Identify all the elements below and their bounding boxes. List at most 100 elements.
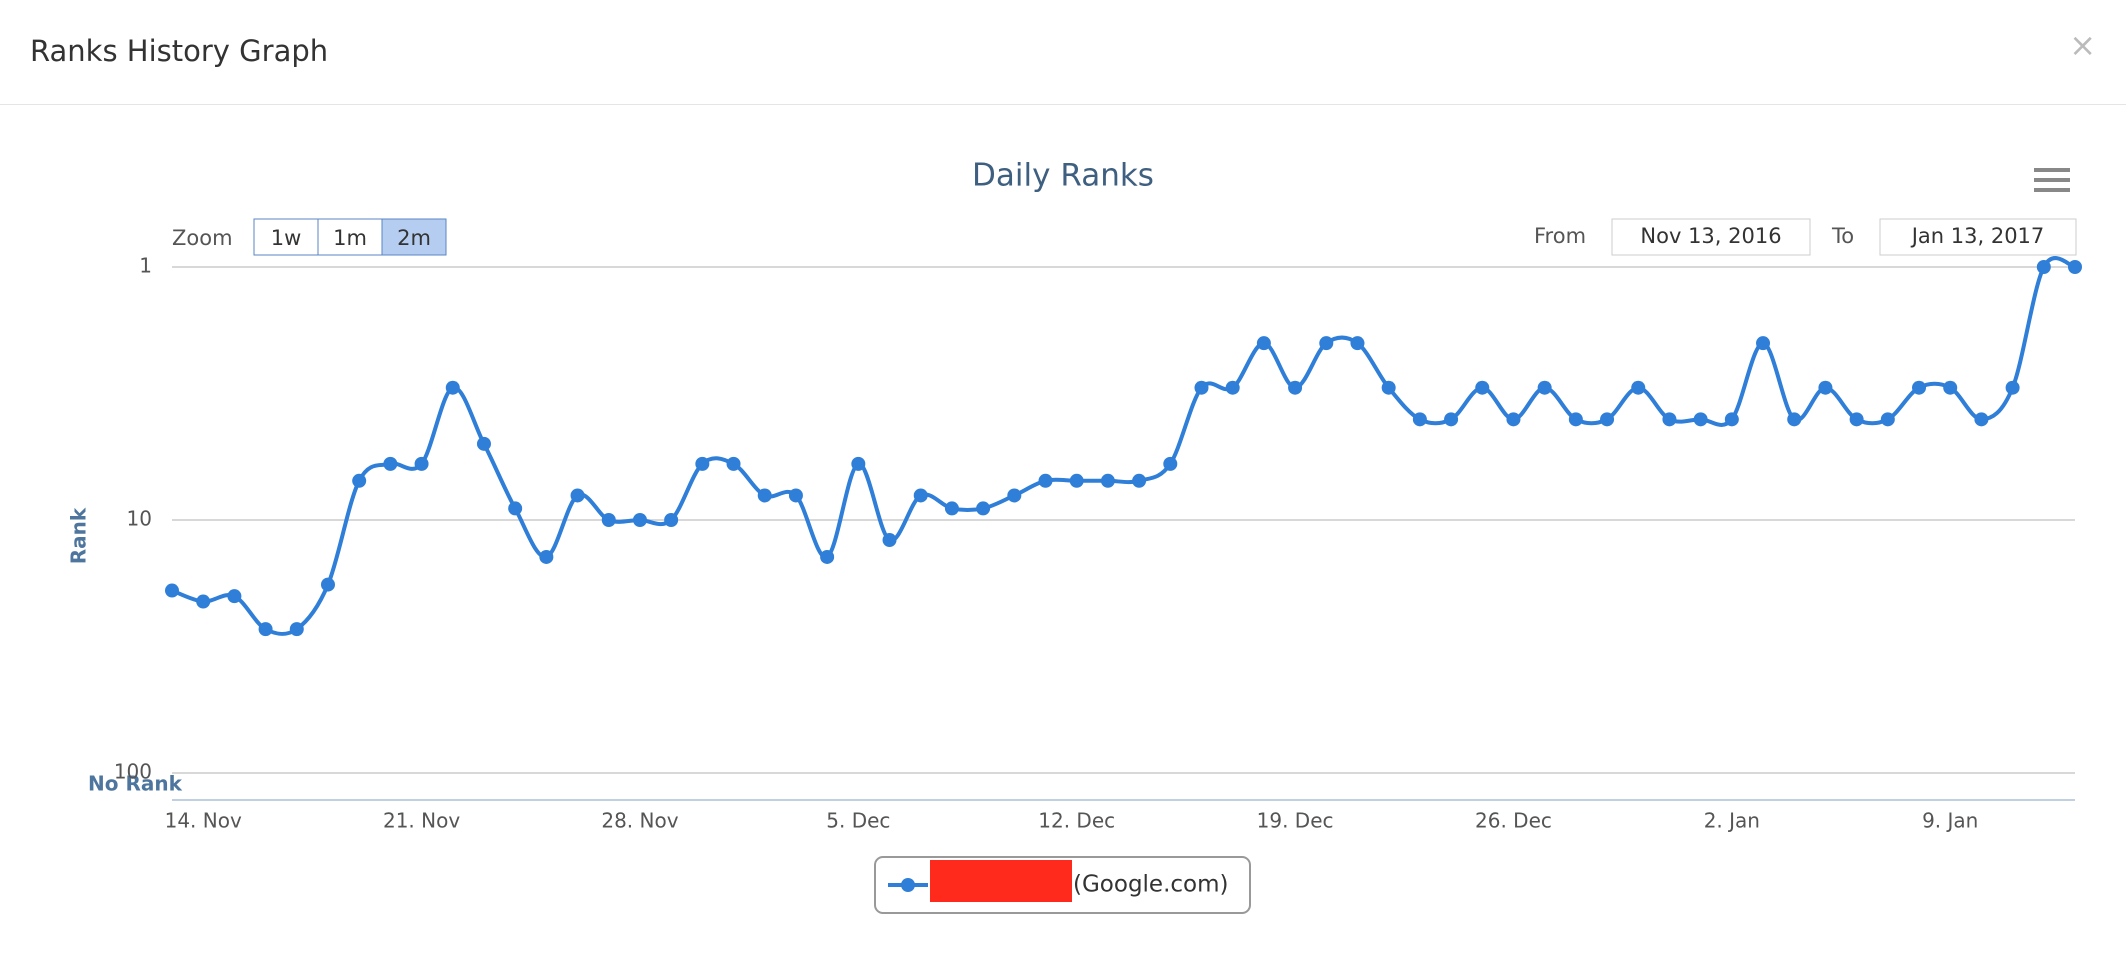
y-tick-label: 1 [139,254,152,278]
data-point [2036,260,2051,274]
data-point [165,583,179,598]
data-point [352,473,367,488]
zoom-button[interactable] [253,218,319,256]
y-tick-label: 100 [114,760,152,784]
data-point [1537,380,1552,395]
data-point [1974,412,1989,427]
data-point [1132,473,1147,488]
data-point [1943,380,1958,395]
to-value[interactable]: Jan 13, 2017 [1910,224,2045,248]
data-point [664,513,679,527]
data-point [196,594,211,609]
from-label: From [1534,224,1586,248]
data-point [383,456,398,471]
data-point [757,488,772,503]
close-button[interactable]: × [2069,26,2096,64]
x-tick-label: 21. Nov [383,809,460,833]
data-point [1007,488,1022,503]
data-point [414,456,429,471]
zoom-label: Zoom [172,226,233,250]
data-point [1194,380,1209,395]
to-input[interactable] [1879,218,2077,256]
modal-header: Ranks History Graph × [0,0,2126,105]
data-point [1849,412,1864,427]
data-point [1319,336,1334,351]
zoom-button-label[interactable]: 2m [397,226,431,250]
data-point [1069,473,1084,488]
data-point [258,622,273,637]
from-input[interactable] [1611,218,1811,256]
data-point [1631,380,1646,395]
x-tick-label: 19. Dec [1257,809,1334,833]
x-tick-label: 2. Jan [1704,809,1760,833]
x-tick-label: 26. Dec [1475,809,1552,833]
y-axis-title: Rank [67,507,91,564]
data-point [1381,380,1396,395]
data-point [320,577,335,592]
data-point [1444,412,1459,427]
data-point [1100,473,1115,488]
data-point [1600,412,1615,427]
series-line [171,256,2076,636]
data-point [1350,336,1365,351]
data-point [1475,380,1490,395]
data-point [695,456,710,471]
data-point [2005,380,2020,395]
x-tick-label: 28. Nov [601,809,678,833]
data-point [1038,473,1053,488]
zoom-button[interactable] [381,218,447,256]
data-point [1662,412,1677,427]
x-tick-label: 9. Jan [1922,809,1978,833]
data-point [726,456,741,471]
zoom-button[interactable] [317,218,383,256]
modal-title: Ranks History Graph [30,34,329,68]
data-point [882,533,897,548]
data-point [289,622,304,637]
x-tick-label: 14. Nov [165,809,242,833]
data-point [1880,412,1895,427]
data-point [1163,456,1178,471]
data-point [1724,412,1739,427]
data-point [1256,336,1271,351]
data-point [1506,412,1521,427]
data-point [1288,380,1303,395]
legend-marker [901,878,915,892]
data-point [1412,412,1427,427]
data-point [508,501,523,516]
data-point [1693,412,1708,427]
zoom-button-label[interactable]: 1w [271,226,302,250]
no-rank-label: No Rank [88,772,183,796]
data-point [632,513,647,527]
x-tick-label: 12. Dec [1038,809,1115,833]
data-point [227,589,242,604]
data-point [1912,380,1927,395]
data-point [445,380,460,395]
data-point [913,488,928,503]
data-point [539,549,554,564]
legend-label: (Google.com) [1073,872,1229,898]
data-point [2068,260,2082,274]
data-point [1568,412,1583,427]
data-point [1225,380,1240,395]
data-point [570,488,585,503]
from-value[interactable]: Nov 13, 2016 [1640,224,1781,248]
chart-title: Daily Ranks [972,158,1154,194]
data-point [1787,412,1802,427]
data-point [944,501,959,516]
redaction [930,860,1072,902]
data-point [1818,380,1833,395]
zoom-button-label[interactable]: 1m [333,226,367,250]
data-point [476,436,491,451]
to-label: To [1831,224,1854,248]
data-point [976,501,991,516]
data-point [1756,336,1771,351]
x-tick-label: 5. Dec [826,809,890,833]
menu-icon[interactable] [2034,168,2070,192]
y-tick-label: 10 [127,507,152,531]
data-point [851,456,866,471]
data-point [601,513,616,527]
data-point [788,488,803,503]
data-point [820,549,835,564]
